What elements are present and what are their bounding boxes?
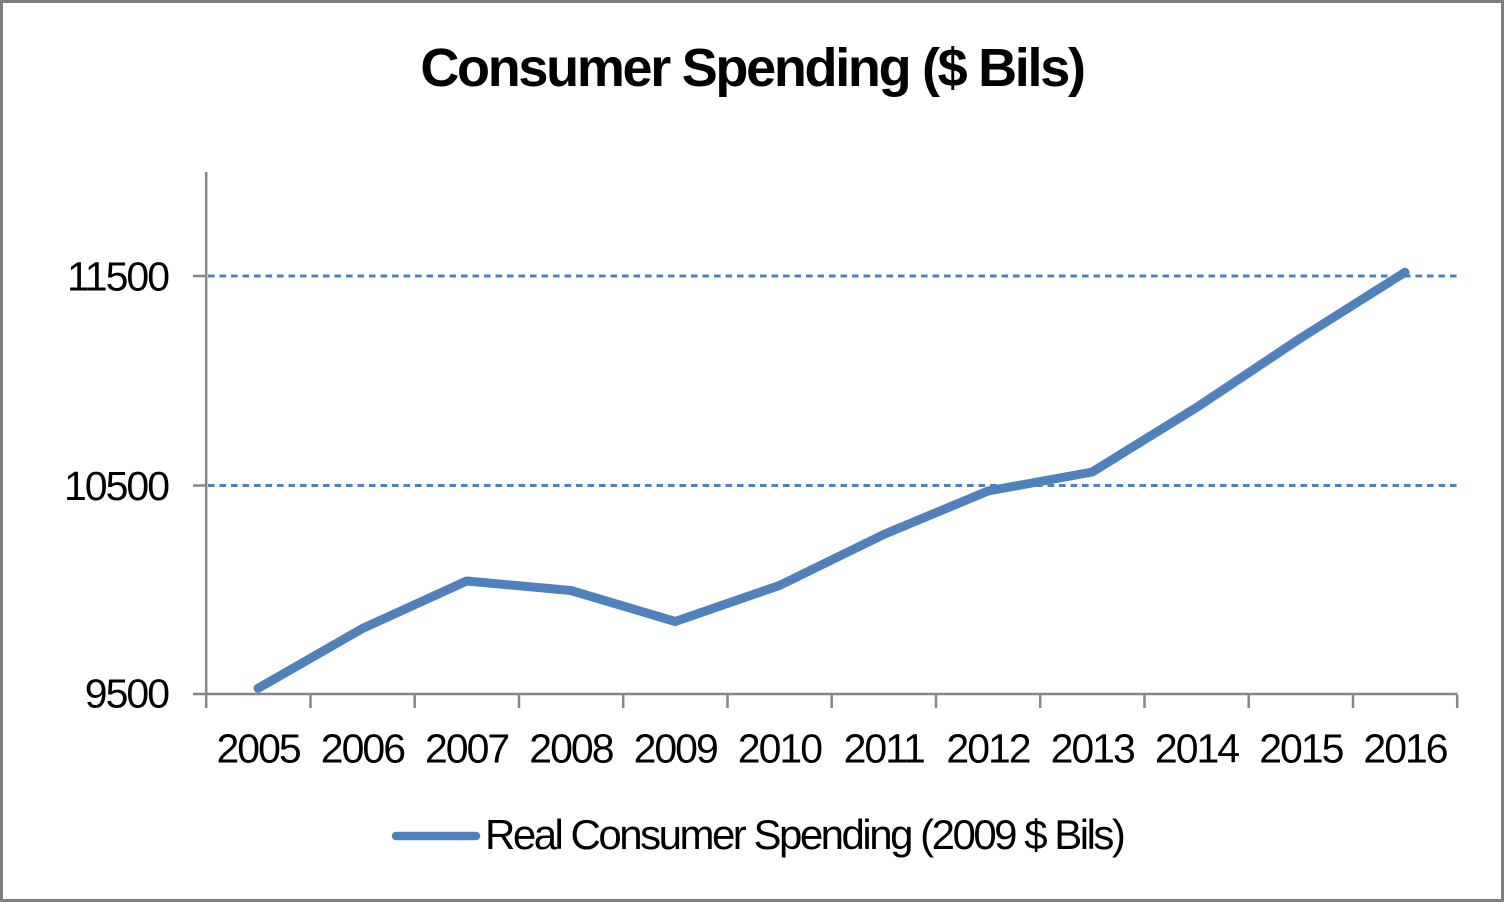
svg-text:9500: 9500: [85, 670, 169, 716]
svg-text:2009: 2009: [634, 726, 717, 772]
svg-text:2007: 2007: [425, 726, 508, 772]
svg-text:2011: 2011: [844, 726, 924, 772]
svg-text:2010: 2010: [738, 726, 822, 772]
svg-text:2013: 2013: [1051, 726, 1134, 772]
svg-text:Real Consumer Spending (2009 $: Real Consumer Spending (2009 $ Bils): [485, 811, 1124, 858]
svg-text:10500: 10500: [64, 463, 169, 509]
svg-text:2014: 2014: [1155, 726, 1239, 772]
svg-text:2015: 2015: [1259, 726, 1343, 772]
svg-text:2016: 2016: [1363, 726, 1446, 772]
svg-text:2005: 2005: [216, 726, 300, 772]
svg-text:2008: 2008: [529, 726, 613, 772]
svg-text:Consumer Spending ($ Bils): Consumer Spending ($ Bils): [420, 38, 1084, 98]
svg-text:2012: 2012: [946, 726, 1029, 772]
svg-text:11500: 11500: [67, 254, 169, 300]
svg-text:2006: 2006: [321, 726, 404, 772]
